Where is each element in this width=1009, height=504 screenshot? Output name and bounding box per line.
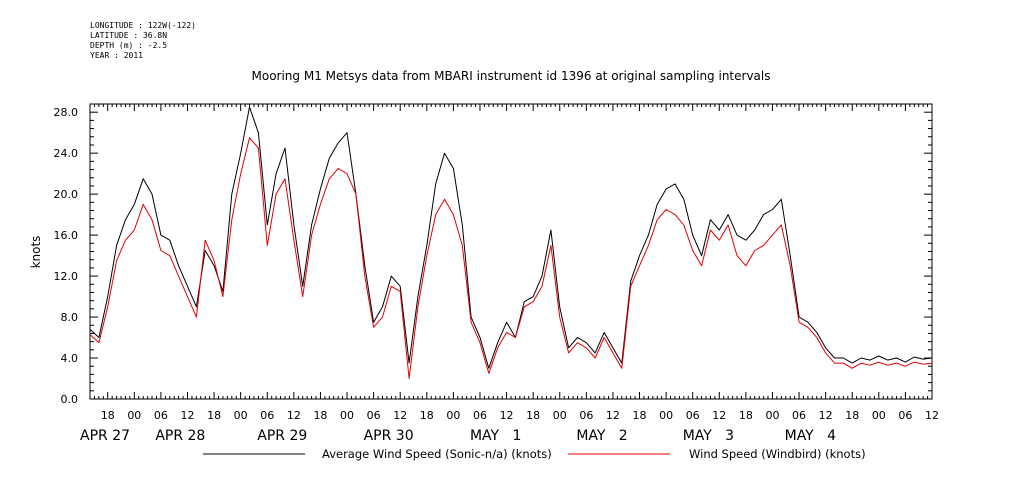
legend: Average Wind Speed (Sonic-n/a) (knots) W… (203, 447, 866, 461)
x-tick-label: 06 (686, 409, 700, 422)
x-tick-label: 18 (313, 409, 327, 422)
series-average-wind-speed-line (89, 106, 933, 369)
x-tick-label: 12 (819, 409, 833, 422)
latitude-label: LATITUDE : 36.8N (90, 31, 168, 40)
x-tick-label: 18 (845, 409, 859, 422)
x-date-label: APR 28 (155, 428, 205, 444)
metadata-block: LONGITUDE : 122W(-122) LATITUDE : 36.8N … (90, 21, 196, 61)
x-tick-label: 12 (180, 409, 194, 422)
x-tick-label: 12 (606, 409, 620, 422)
x-tick-label: 00 (127, 409, 141, 422)
plot-frame (89, 103, 933, 400)
x-tick-label: 00 (446, 409, 460, 422)
x-tick-label: 00 (340, 409, 354, 422)
y-axis-label: knots (29, 236, 43, 269)
x-date-label: APR 29 (257, 428, 307, 444)
depth-label: DEPTH (m) : -2.5 (90, 41, 168, 50)
x-tick-label: 06 (792, 409, 806, 422)
x-date-label: APR 30 (364, 428, 414, 444)
x-tick-label: 06 (473, 409, 487, 422)
x-tick-label: 00 (765, 409, 779, 422)
y-tick-label: 16.0 (54, 229, 79, 242)
y-tick-label: 28.0 (54, 106, 79, 119)
x-tick-label: 18 (207, 409, 221, 422)
y-tick-label: 24.0 (54, 147, 79, 160)
x-tick-label: 00 (553, 409, 567, 422)
year-label: YEAR : 2011 (90, 51, 143, 60)
x-tick-label: 06 (260, 409, 274, 422)
x-tick-label: 12 (712, 409, 726, 422)
x-tick-label: 18 (739, 409, 753, 422)
x-tick-label: 06 (367, 409, 381, 422)
x-tick-label: 06 (898, 409, 912, 422)
x-tick-label: 18 (420, 409, 434, 422)
x-tick-label: 06 (579, 409, 593, 422)
legend-label-windbird: Wind Speed (Windbird) (knots) (689, 447, 866, 461)
x-axis-ticks: 18 00 06 12 18 00 06 12 18 00 06 12 18 00 06 12 18 00 06 12… (80, 104, 939, 444)
x-tick-label: 12 (287, 409, 301, 422)
x-tick-label: 18 (101, 409, 115, 422)
y-tick-label: 20.0 (54, 188, 79, 201)
x-tick-label: 06 (154, 409, 168, 422)
y-tick-label: 0.0 (61, 393, 79, 406)
x-tick-label: 18 (633, 409, 647, 422)
x-tick-label: 18 (526, 409, 540, 422)
x-tick-label: 00 (659, 409, 673, 422)
series-layer (89, 106, 933, 379)
x-tick-label: 00 (234, 409, 248, 422)
x-date-label: MAY 2 (576, 428, 627, 444)
y-axis-ticks: 0.0 4.0 8.0 12.0 16.0 20.0 24.0 28.0 (54, 106, 932, 406)
x-tick-label: 12 (925, 409, 939, 422)
legend-label-average: Average Wind Speed (Sonic-n/a) (knots) (322, 447, 552, 461)
y-tick-label: 12.0 (54, 270, 79, 283)
longitude-label: LONGITUDE : 122W(-122) (90, 21, 196, 30)
chart-title: Mooring M1 Metsys data from MBARI instru… (252, 69, 771, 83)
x-date-label: MAY 1 (470, 428, 521, 444)
series-windbird-line (89, 137, 933, 379)
y-tick-label: 4.0 (61, 352, 79, 365)
x-tick-label: 12 (500, 409, 514, 422)
x-tick-label: 12 (393, 409, 407, 422)
x-date-label: APR 27 (80, 428, 130, 444)
x-date-label: MAY 4 (785, 428, 836, 444)
x-tick-label: 00 (872, 409, 886, 422)
x-date-label: MAY 3 (683, 428, 734, 444)
y-tick-label: 8.0 (61, 311, 79, 324)
